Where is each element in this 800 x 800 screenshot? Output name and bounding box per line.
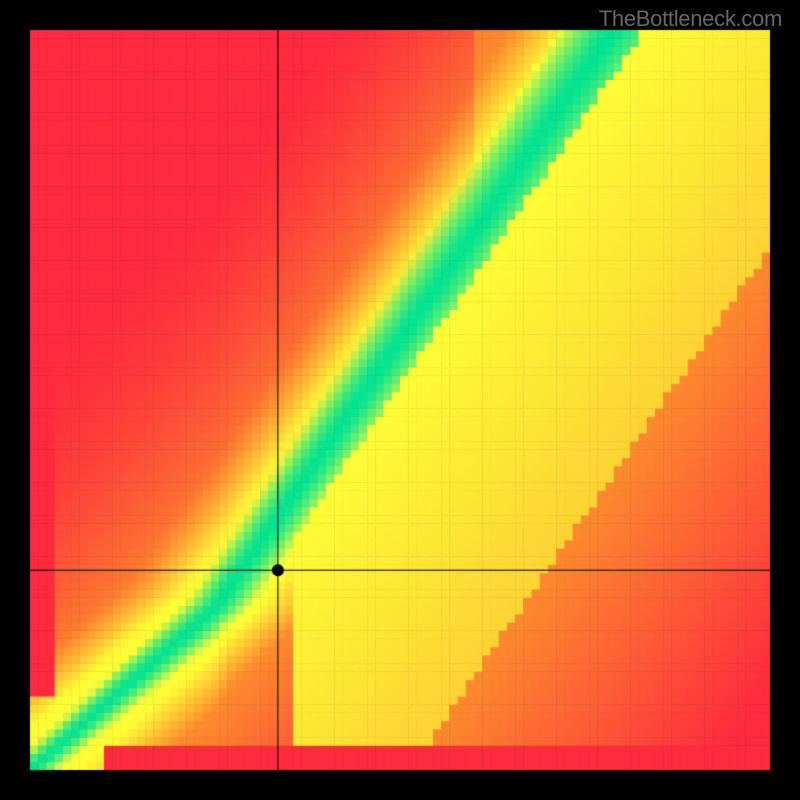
- bottleneck-heatmap-chart: [0, 0, 800, 800]
- watermark-text: TheBottleneck.com: [599, 6, 782, 32]
- chart-container: { "watermark": "TheBottleneck.com", "can…: [0, 0, 800, 800]
